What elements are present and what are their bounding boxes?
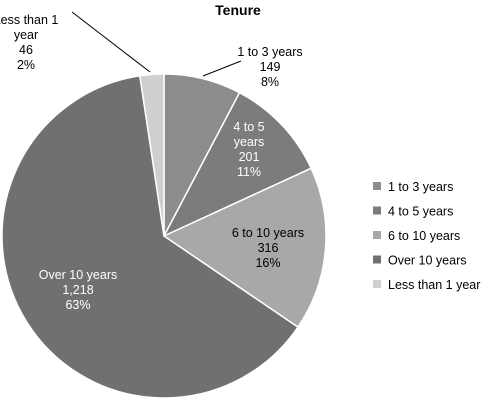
legend-swatch [373,280,381,288]
leader-line [71,11,151,73]
pie-slice-4-to-5-years [162,91,313,238]
slice-label-line: years [234,135,265,149]
slice-label: 4 to 5 years 201 11% [233,120,264,179]
slice-label-line: 16% [255,256,280,270]
slice-label-line: 2% [17,58,35,72]
legend-label: Less than 1 year [388,278,480,292]
slice-label-line: 201 [239,150,260,164]
legend-swatch [373,182,381,190]
slice-label-line: Over 10 years [39,268,118,282]
slice-label-line: 46 [19,43,33,57]
slice-label-line: 4 to 5 [233,120,264,134]
slice-label: 6 to 10 years 316 16% [232,226,304,270]
slice-label-line: year [14,28,38,42]
pie-slice-less-than-1-year [138,73,165,237]
slice-label-line: Less than 1 [0,13,58,27]
legend-swatch [373,206,381,215]
slice-label-line: 6 to 10 years [232,226,304,240]
slice-label-line: 149 [260,60,281,74]
pie-slice-6-to-10-years [162,167,327,329]
slice-label-line: 316 [258,241,279,255]
slice-label-line: 11% [237,165,261,179]
pie-slice-over-10-years [1,74,299,399]
leader-lines [71,11,242,77]
legend: 1 to 3 years 4 to 5 years 6 to 10 years Ove… [373,180,480,292]
slice-label: Less than 1 year 46 2% [0,13,58,72]
legend-label: 6 to 10 years [388,229,460,243]
slice-label-line: 63% [65,298,90,312]
slice-label: 1 to 3 years 149 8% [237,45,302,89]
slice-label: Over 10 years 1,218 63% [39,268,118,312]
pie-slices [1,73,327,399]
legend-label: Over 10 years [388,254,467,268]
legend-label: 4 to 5 years [388,205,453,219]
leader-line [202,60,242,77]
chart-title: Tenure [215,2,261,18]
legend-swatch [373,231,381,239]
legend-swatch [373,255,381,264]
legend-label: 1 to 3 years [388,180,453,194]
slice-labels: 1 to 3 years 149 8% 4 to 5 years 201 11% 6 to 1… [0,13,304,312]
slice-label-line: 8% [261,75,279,89]
slice-label-line: 1,218 [62,283,93,297]
slice-label-line: 1 to 3 years [237,45,302,59]
